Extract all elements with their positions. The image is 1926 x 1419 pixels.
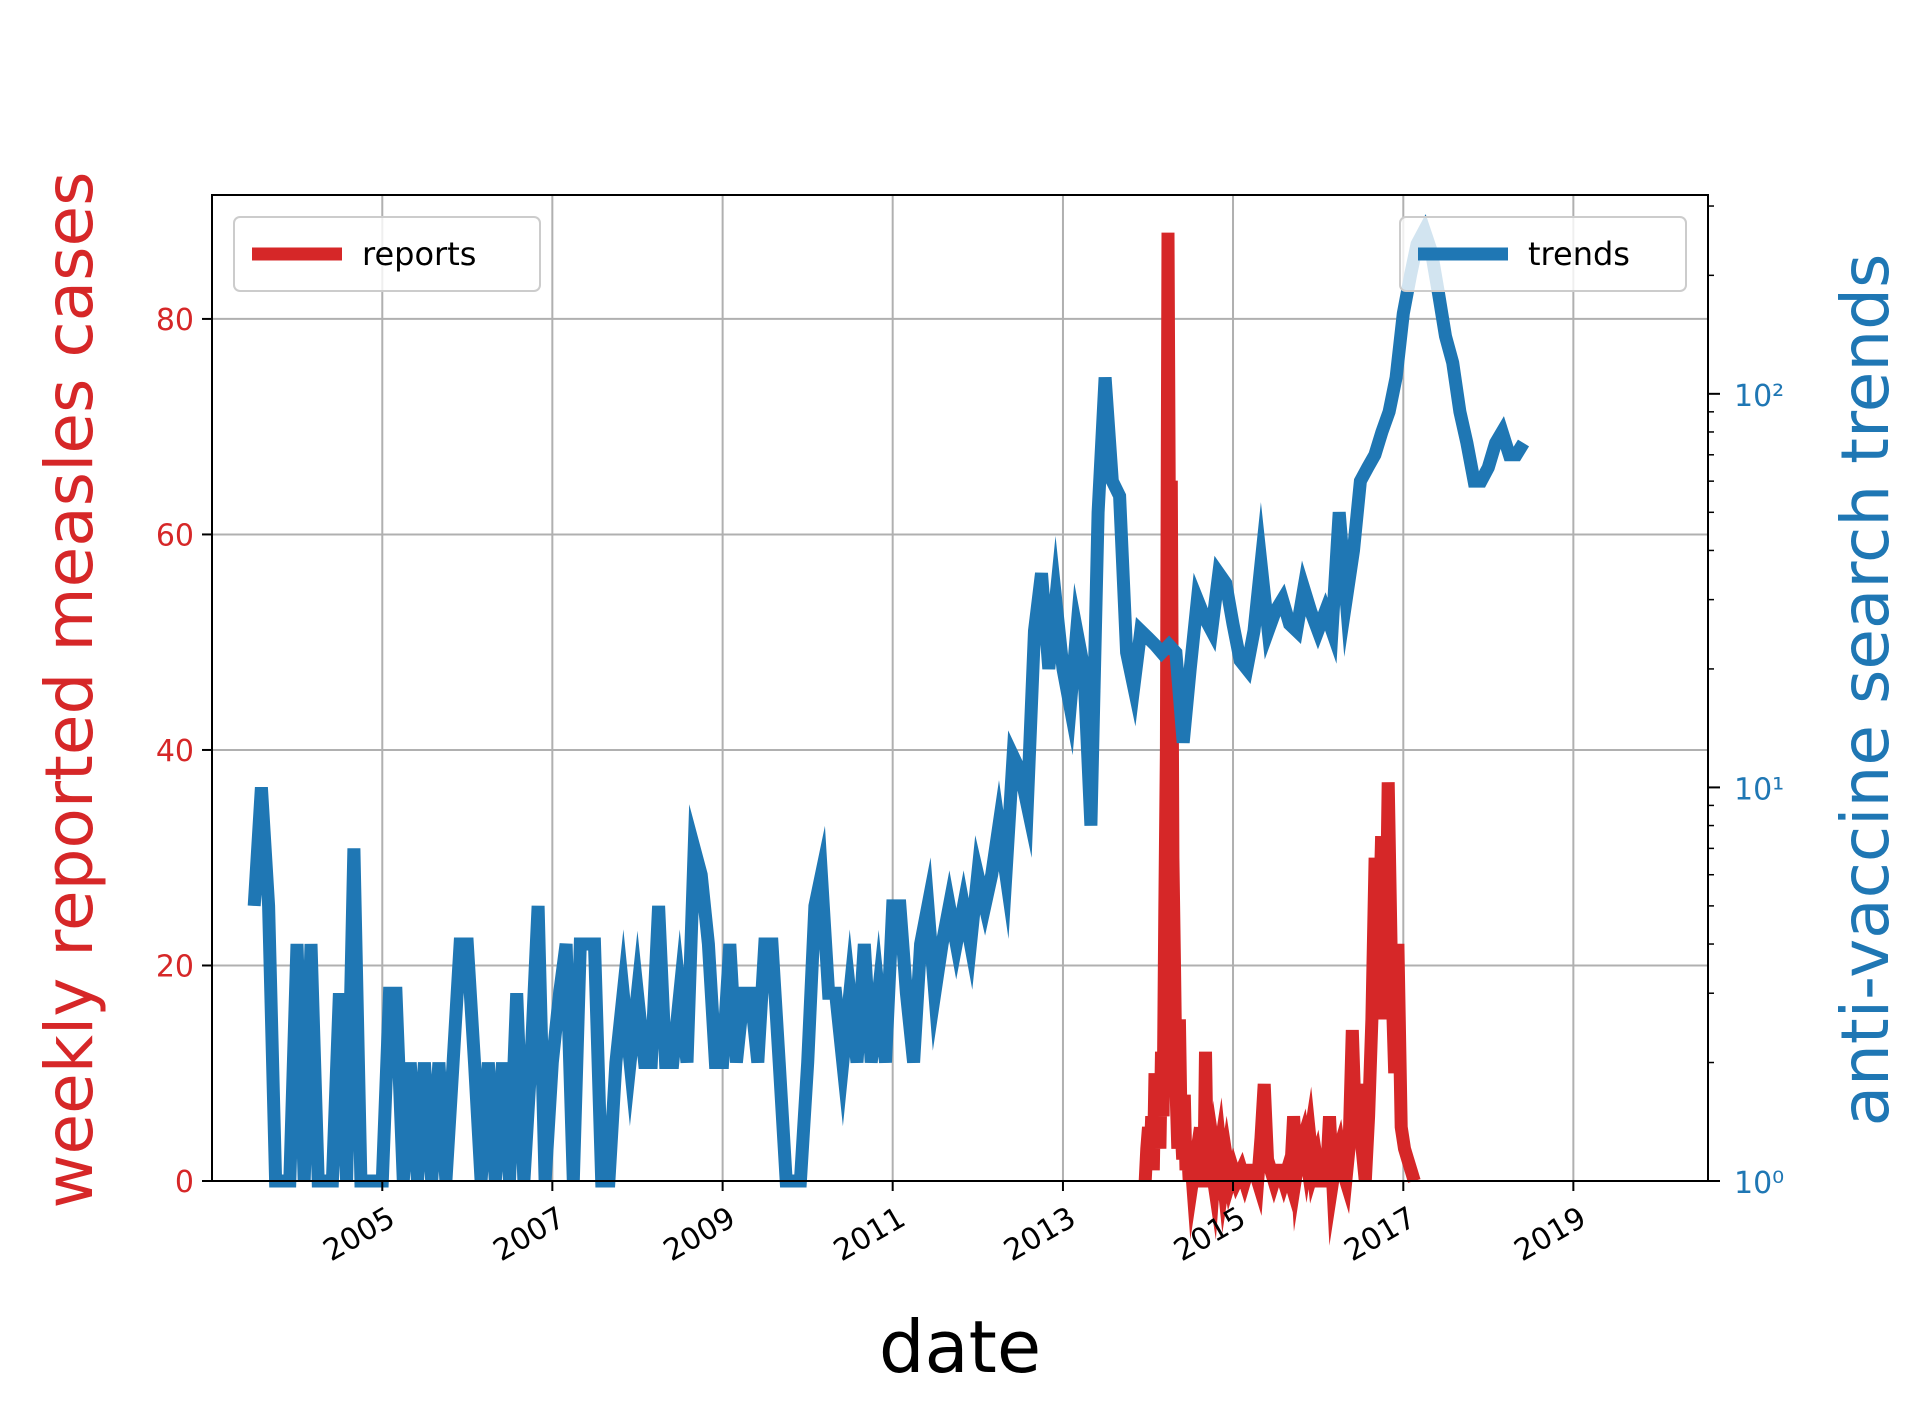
- x-axis-label: date: [879, 1305, 1041, 1389]
- right-y-tick-label: 10²: [1734, 379, 1784, 414]
- legend-reports: reports: [233, 216, 541, 292]
- left-y-tick-label: 0: [175, 1165, 194, 1200]
- plot-area-frame: [211, 194, 1709, 1182]
- legend-box: [233, 216, 541, 292]
- legend-label: trends: [1528, 235, 1630, 273]
- right-y-tick-label: 10¹: [1734, 772, 1784, 807]
- left-y-tick-label: 80: [156, 303, 194, 338]
- legends: reports trends: [233, 216, 1687, 292]
- legend-box: [1399, 216, 1687, 292]
- legend-label: reports: [362, 235, 476, 273]
- right-y-axis-label: anti-vaccine search trends: [1827, 254, 1904, 1127]
- left-y-tick-label: 60: [156, 518, 194, 553]
- series-line-trends: [247, 214, 1530, 1188]
- series-line-reports: [1138, 232, 1421, 1246]
- series-lines: [247, 214, 1530, 1246]
- left-y-tick-label: 20: [156, 949, 194, 984]
- left-y-tick-label: 40: [156, 734, 194, 769]
- legend-trends: trends: [1399, 216, 1687, 292]
- left-y-axis-label: weekly reported measles cases: [31, 172, 108, 1209]
- right-y-tick-label: 10⁰: [1734, 1166, 1784, 1201]
